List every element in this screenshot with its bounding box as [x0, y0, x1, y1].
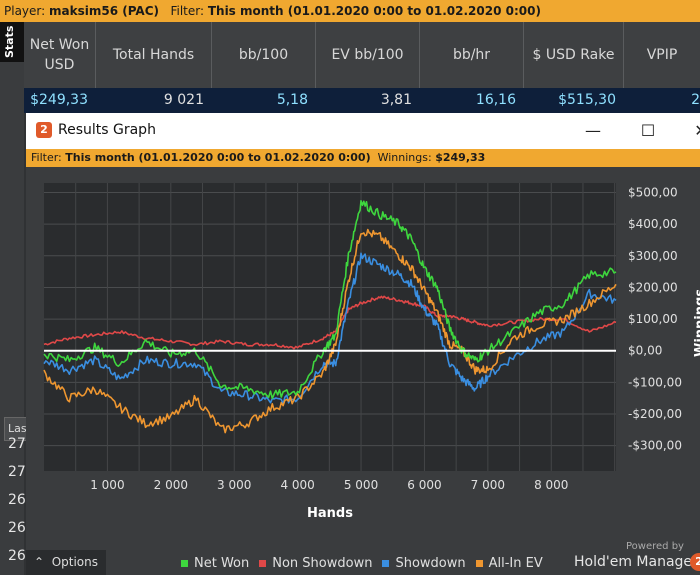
bb100-value: 5,18: [276, 92, 308, 108]
left-panel: Las 27 27 26 26 26: [0, 62, 34, 575]
legend-label: Non Showdown: [272, 555, 373, 571]
legend-item[interactable]: Non Showdown: [259, 553, 372, 573]
column-header-rake[interactable]: $ USD Rake: [524, 22, 624, 88]
winnings-label: Winnings:: [377, 151, 432, 164]
graph-filter-bar: Filter: This month (01.01.2020 0:00 to 0…: [26, 149, 700, 167]
column-header-bb-hr[interactable]: bb/hr: [420, 22, 524, 88]
series-line-non-showdown: [43, 295, 617, 350]
legend-swatch: [475, 559, 483, 567]
graph-filter-label: Filter:: [31, 151, 62, 164]
row-number: 26: [8, 548, 26, 564]
maximize-button[interactable]: ☐: [640, 121, 656, 140]
player-filter-label: Filter:: [170, 4, 205, 18]
legend-item[interactable]: All-In EV: [475, 553, 543, 573]
column-header-net-won[interactable]: Net Won USD: [24, 22, 96, 88]
x-tick-label: 4 000: [280, 478, 314, 492]
brand-logo-icon: 2: [690, 553, 700, 571]
window-titlebar[interactable]: 2 Results Graph — ☐ ✕: [26, 113, 700, 149]
y-tick-label: $300,00: [628, 249, 678, 263]
plot-area: [44, 183, 616, 471]
legend-swatch: [181, 559, 188, 567]
options-label: Options: [51, 555, 99, 569]
powered-by-label: Powered by: [626, 541, 684, 552]
x-tick-label: 1 000: [90, 478, 124, 492]
y-tick-label: $0,00: [628, 344, 662, 358]
column-header-bb100[interactable]: bb/100: [212, 22, 316, 88]
series-line-showdown: [43, 252, 617, 405]
row-number: 27: [8, 464, 26, 480]
y-tick-label: $400,00: [628, 217, 678, 231]
row-number: 26: [8, 492, 26, 508]
rake-value: $515,30: [558, 92, 616, 108]
total-hands-value: 9 021: [163, 92, 204, 108]
series-line-all-in_ev: [43, 228, 617, 434]
vpip-value: 2: [691, 92, 700, 108]
chevron-up-icon: ⌃: [34, 555, 45, 569]
y-tick-label: -$200,00: [628, 407, 682, 421]
close-button[interactable]: ✕: [686, 117, 700, 145]
legend-item[interactable]: Net Won: [181, 553, 249, 573]
stats-side-tab[interactable]: Stats: [0, 22, 24, 62]
y-tick-label: -$300,00: [628, 439, 682, 453]
legend-label: All-In EV: [488, 555, 543, 571]
legend-label: Net Won: [194, 555, 250, 571]
ev-bb100-value: 3,81: [380, 92, 412, 108]
column-header-ev-bb100[interactable]: EV bb/100: [316, 22, 420, 88]
row-number: 27: [8, 436, 26, 452]
y-tick-label: -$100,00: [628, 375, 682, 389]
stats-tab-label: Stats: [3, 25, 16, 58]
player-label: Player:: [4, 4, 46, 18]
x-tick-label: 6 000: [407, 478, 441, 492]
x-tick-label: 8 000: [534, 478, 568, 492]
graph-filter-value[interactable]: This month (01.01.2020 0:00 to 01.02.202…: [65, 151, 371, 164]
stats-table-header: Net Won USD Total Hands bb/100 EV bb/100…: [24, 22, 700, 88]
legend-swatch: [382, 559, 390, 567]
x-axis-label: Hands: [307, 506, 353, 521]
chart-panel: $500,00 $400,00 $300,00 $200,00 $100,00 $0,00…: [26, 167, 700, 575]
y-tick-label: $100,00: [628, 312, 678, 326]
column-header-total-hands[interactable]: Total Hands: [96, 22, 212, 88]
player-filter-value[interactable]: This month (01.01.2020 0:00 to 01.02.202…: [207, 4, 541, 18]
y-axis-label: Winnings: [693, 289, 700, 357]
series-line-net-won: [43, 199, 617, 400]
winnings-value: $249,33: [435, 151, 486, 164]
legend-swatch: [259, 559, 267, 567]
player-name[interactable]: maksim56 (PAC): [49, 4, 159, 18]
x-tick-label: 2 000: [154, 478, 188, 492]
window-title: Results Graph: [58, 122, 156, 138]
chart-legend: Net Won Non Showdown Showdown All-In EV: [181, 553, 553, 573]
results-graph-window: 2 Results Graph — ☐ ✕ Filter: This month…: [26, 113, 700, 575]
x-tick-label: 5 000: [344, 478, 378, 492]
x-tick-label: 3 000: [217, 478, 251, 492]
bb-hr-value: 16,16: [475, 92, 516, 108]
legend-label: Showdown: [395, 555, 466, 571]
y-tick-label: $500,00: [628, 185, 678, 199]
player-bar: Player: maksim56 (PAC) Filter: This mont…: [0, 0, 700, 22]
brand-name: Hold'em Manager: [574, 554, 698, 570]
row-number: 26: [8, 520, 26, 536]
column-header-vpip[interactable]: VPIP: [646, 47, 678, 63]
stats-table-row: $249,33 9 021 5,18 3,81 16,16 $515,30 2: [24, 88, 700, 113]
legend-item[interactable]: Showdown: [382, 553, 466, 573]
hm2-logo-icon: 2: [36, 122, 52, 138]
options-button[interactable]: ⌃ Options: [26, 550, 106, 575]
x-tick-label: 7 000: [471, 478, 505, 492]
y-tick-label: $200,00: [628, 280, 678, 294]
net-won-value: $249,33: [30, 92, 88, 108]
results-chart[interactable]: $500,00 $400,00 $300,00 $200,00 $100,00 $0,00…: [26, 167, 700, 547]
minimize-button[interactable]: —: [585, 121, 601, 140]
